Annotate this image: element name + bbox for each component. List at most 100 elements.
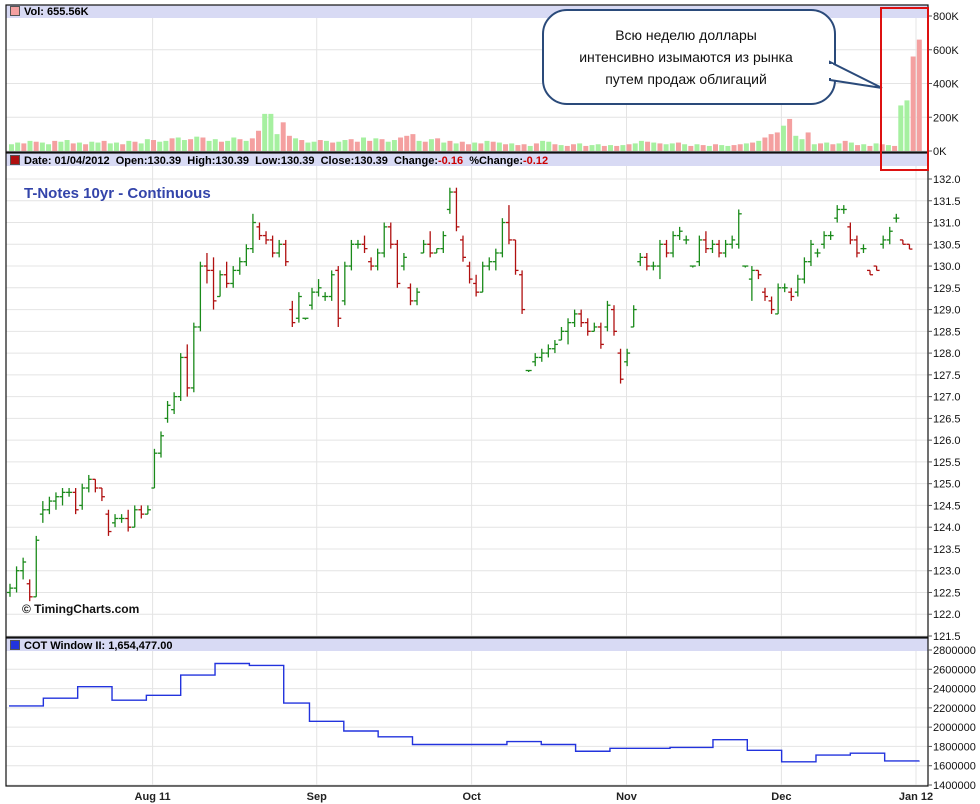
volume-bar [218,141,224,151]
callout-bubble [542,9,883,105]
volume-bar [552,144,558,151]
volume-bar [181,140,187,151]
ohlc-bar [315,279,322,297]
volume-bar [39,142,45,151]
volume-bar [373,138,379,151]
y-tick-label: 123.5 [933,544,961,556]
ohlc-bar [538,348,545,362]
y-tick-label: 2400000 [933,684,976,696]
volume-bar [743,143,749,151]
ohlc-bar [269,235,276,258]
volume-bar [299,140,305,151]
ohlc-bar [453,187,460,232]
volume-bar [33,141,39,151]
ohlc-bar [558,326,565,341]
volume-bar [169,138,175,151]
ohlc-bar [230,266,237,288]
volume-bar [589,145,595,151]
volume-bar [657,143,663,151]
ohlc-bar [611,305,617,336]
volume-bar [317,140,323,151]
ohlc-bar [256,222,263,240]
ohlc-bar [112,514,119,528]
volume-bar [354,141,360,151]
ohlc-bar [66,488,73,497]
ohlc-bar [512,239,519,275]
ohlc-bar [282,239,289,267]
ohlc-bar [184,344,191,397]
ohlc-bar [466,261,473,284]
volume-bar [892,145,898,151]
ohlc-bar [361,235,368,253]
ohlc-bar [689,265,696,268]
volume-bar [293,138,299,151]
ohlc-bar [532,353,539,367]
ohlc-bar [551,340,558,354]
ohlc-bar [801,257,808,284]
volume-bar [361,137,366,151]
y-tick-labels: 800K 600K 400K 200K 0K 132.0 131.5 131.0 130.5 13… [928,11,976,792]
volume-bar [385,141,391,151]
volume-bar [126,140,132,151]
volume-bar [101,140,107,151]
y-tick-label: 125.5 [933,457,961,469]
volume-bar [496,142,502,151]
ohlc-bar [46,496,53,515]
ohlc-bar [643,252,650,271]
y-tick-label: 400K [933,79,959,91]
volume-bar [762,137,768,151]
ohlc-bar [486,257,493,271]
ohlc-bar [236,257,243,275]
volume-bar [330,142,336,151]
y-tick-label: 200K [933,112,959,124]
volume-bar [280,122,286,151]
volume-bar [453,143,459,151]
ohlc-bar [676,226,683,240]
volume-bar [342,140,348,151]
y-tick-label: 2000000 [933,722,976,734]
change-label: Change: [394,155,438,167]
ohlc-bar [571,309,578,327]
ohlc-bar [604,300,611,332]
ohlc-bar [617,348,624,384]
volume-bar [447,140,453,151]
y-tick-label: 800K [933,11,959,23]
volume-bar [151,140,157,151]
chart-title: T-Notes 10yr - Continuous [24,185,211,202]
ohlc-bar [670,231,677,258]
y-tick-label: 128.5 [933,326,961,338]
ohlc-bar [387,222,394,249]
volume-bar [793,135,799,151]
ohlc-bar [742,265,749,268]
ohlc-bar [164,400,171,423]
ohlc-bar [683,235,690,245]
callout-line-2: интенсивно изымаются из рынка [579,49,793,65]
ohlc-bar [827,231,834,240]
y-tick-label: 1600000 [933,761,976,773]
volume-bar [138,143,144,151]
volume-bar [212,139,218,151]
y-tick-label: 127.5 [933,370,961,382]
ohlc-bar [886,226,893,245]
ohlc-bar [492,248,499,271]
volume-bar [842,140,848,151]
ohlc-bar [650,261,657,271]
volume-bar [855,145,861,151]
ohlc-bar [400,252,407,271]
ohlc-bar [414,287,421,306]
volume-bar [58,141,64,151]
cot-swatch-icon [10,640,20,650]
volume-bar [268,113,274,151]
ohlc-bar [702,231,709,253]
ohlc-bar [302,317,309,320]
close-label: Close:130.39 [320,155,388,167]
volume-bar [632,143,638,151]
y-tick-label: 122.0 [933,609,961,621]
x-tick-label: Nov [616,791,638,803]
volume-bar [175,137,181,151]
x-tick-label: Dec [771,791,791,803]
volume-bar [472,142,478,151]
y-tick-label: 129.5 [933,283,961,295]
volume-bar [836,143,842,151]
ohlc-bar [656,239,663,280]
